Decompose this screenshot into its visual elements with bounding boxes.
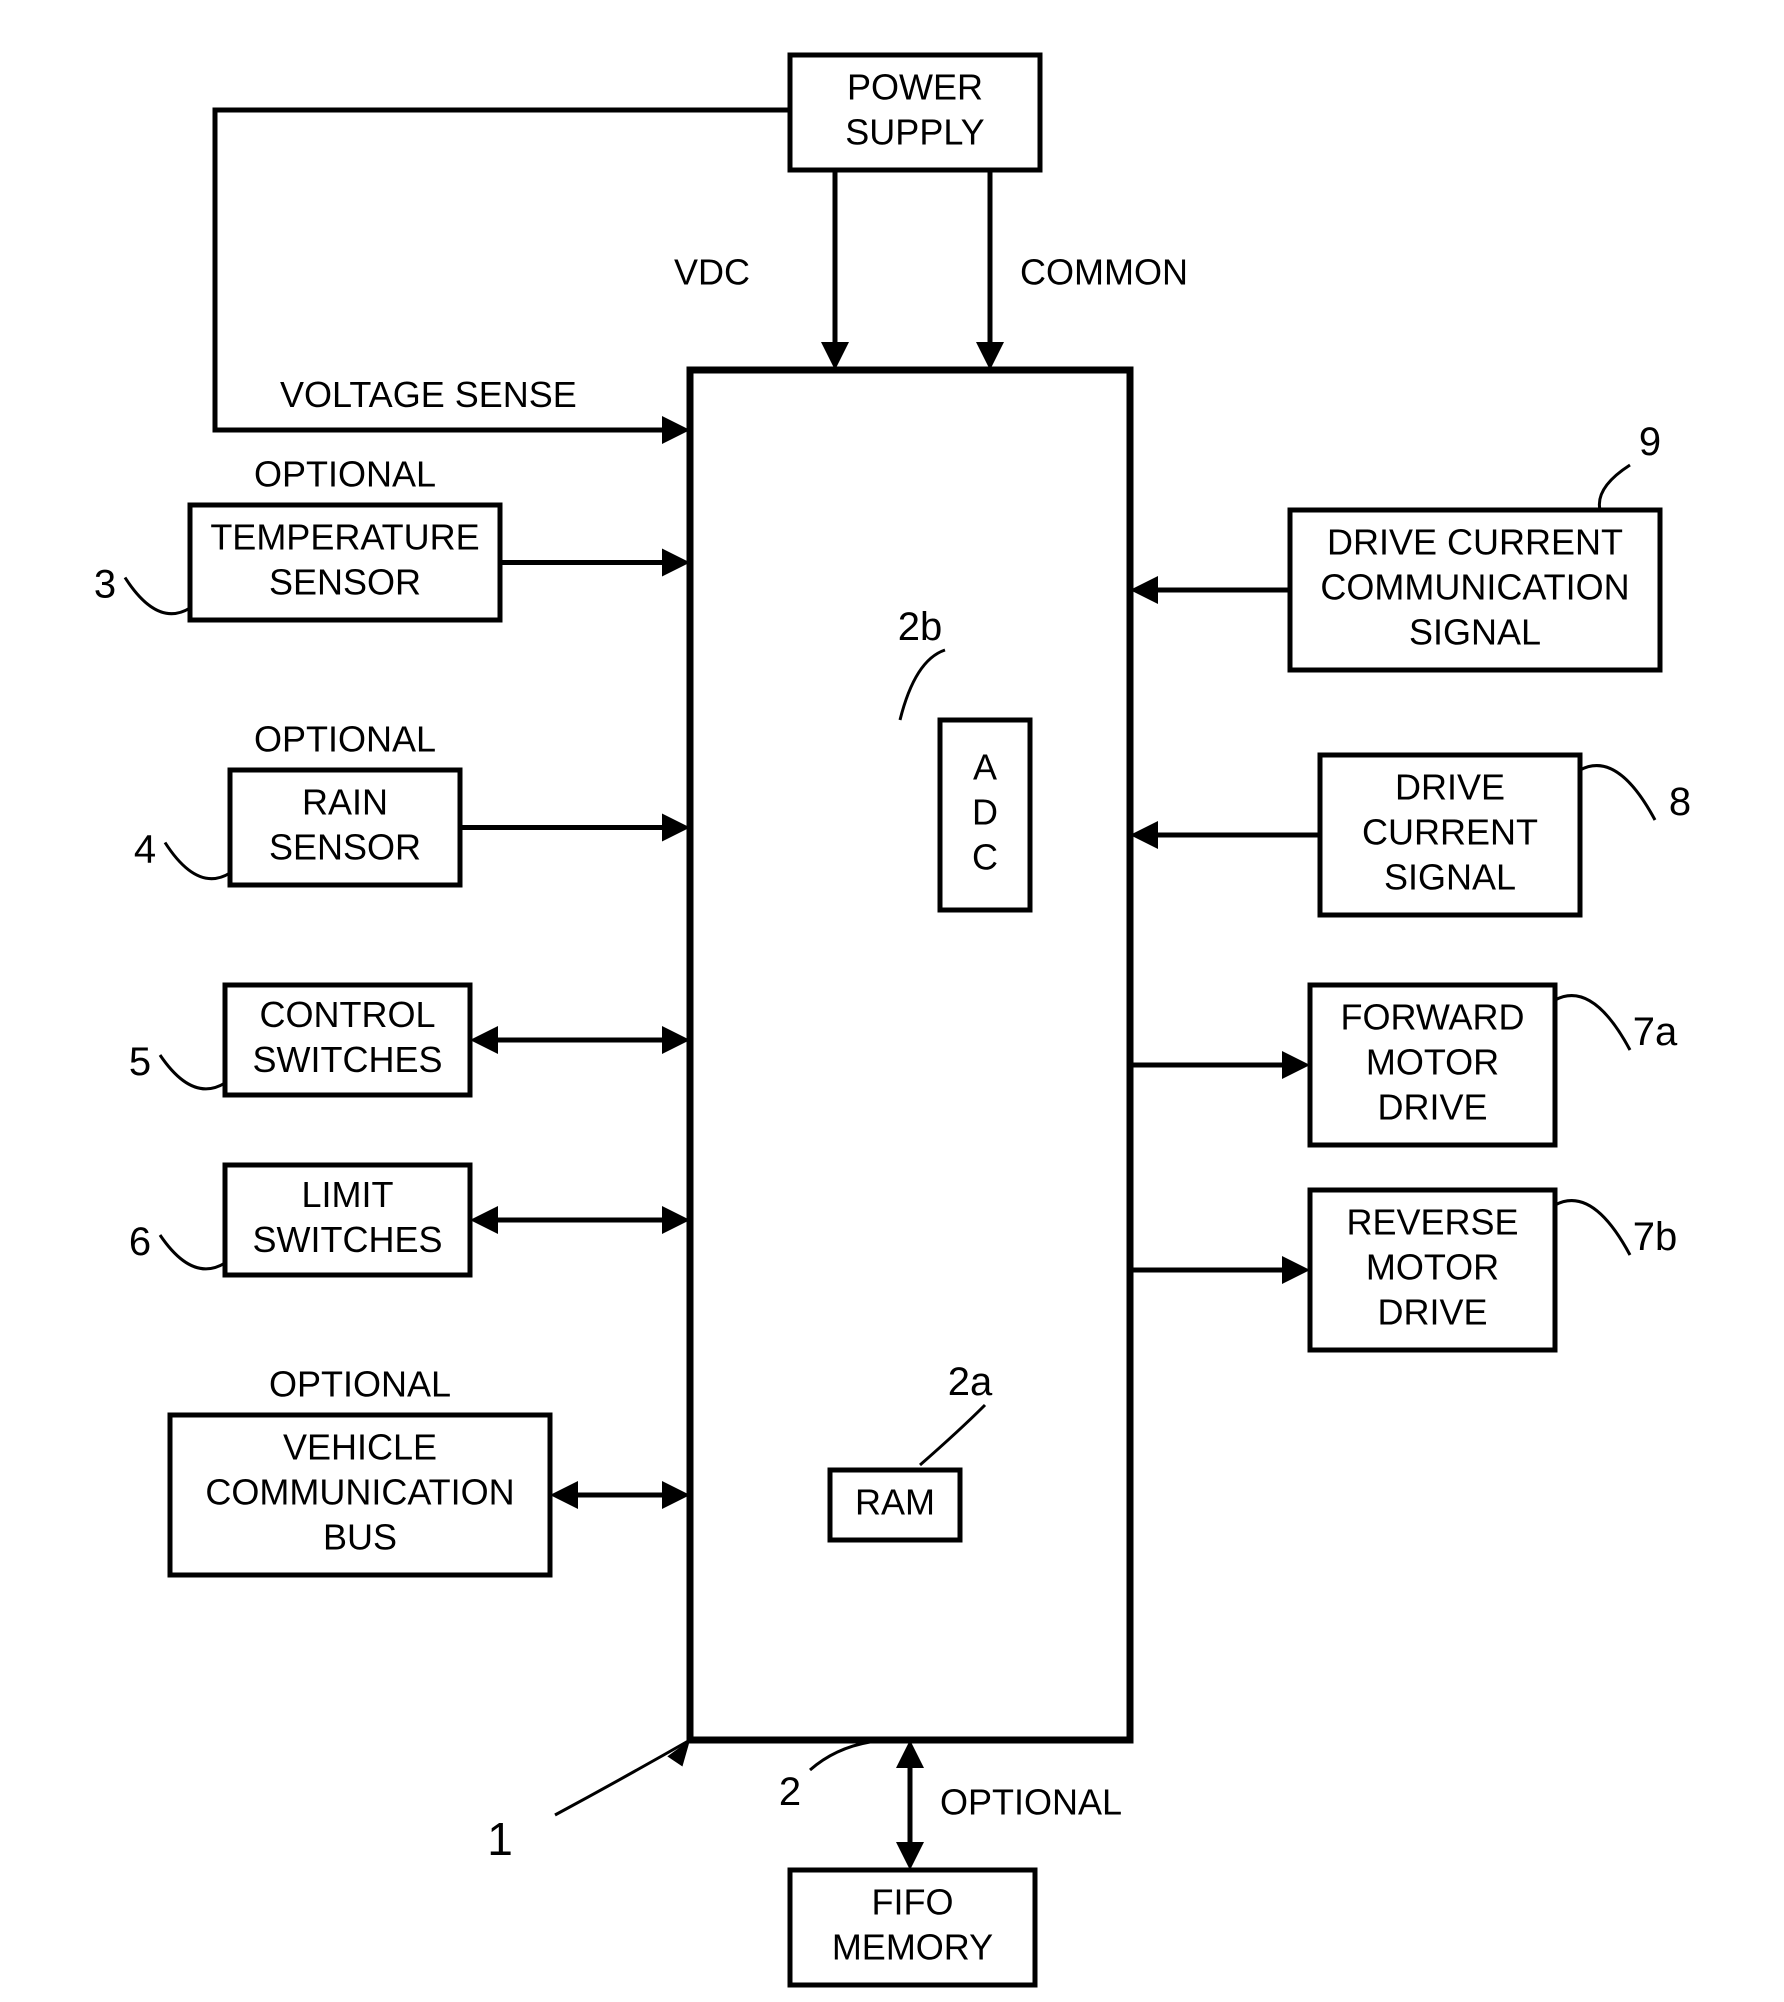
bus-box-label: VEHICLE	[283, 1427, 437, 1468]
adc-block-label: A	[973, 747, 997, 788]
ref-2: 2	[779, 1770, 801, 1814]
dcs-box-label: DRIVE	[1395, 767, 1505, 808]
ram-ref: 2a	[948, 1360, 993, 1404]
rain-optional-label: OPTIONAL	[254, 719, 436, 760]
fwd-ref: 7a	[1633, 1010, 1678, 1054]
rain-box-label: SENSOR	[269, 827, 421, 868]
adc-ref: 2b	[898, 605, 943, 649]
dcs-box-label: CURRENT	[1362, 812, 1538, 853]
temp-box-label: TEMPERATURE	[210, 517, 479, 558]
dcc-box-label: DRIVE CURRENT	[1327, 522, 1623, 563]
common-label: COMMON	[1020, 252, 1188, 293]
rev-box-label: DRIVE	[1377, 1292, 1487, 1333]
dcc-box-label: SIGNAL	[1409, 612, 1541, 653]
fwd-box-label: MOTOR	[1366, 1042, 1499, 1083]
temp-box-label: SENSOR	[269, 562, 421, 603]
temp-ref: 3	[94, 563, 116, 607]
limit-box-label: SWITCHES	[252, 1219, 442, 1260]
fwd-box-label: FORWARD	[1341, 997, 1525, 1038]
dcs-ref: 8	[1669, 780, 1691, 824]
dcs-box-label: SIGNAL	[1384, 857, 1516, 898]
power-box-label: POWER	[847, 67, 983, 108]
dcc-ref: 9	[1639, 420, 1661, 464]
limit-ref: 6	[129, 1220, 151, 1264]
bus-optional-label: OPTIONAL	[269, 1364, 451, 1405]
block-diagram: ADC2bRAM2aPOWERSUPPLYTEMPERATURESENSOROP…	[0, 0, 1784, 2002]
bus-box-label: COMMUNICATION	[205, 1472, 514, 1513]
limit-box-label: LIMIT	[301, 1174, 393, 1215]
ref-1: 1	[487, 1813, 513, 1865]
rev-box-label: REVERSE	[1346, 1202, 1518, 1243]
adc-block-label: C	[972, 837, 998, 878]
ctrl-box-label: CONTROL	[259, 994, 435, 1035]
fifo-box-label: FIFO	[872, 1882, 954, 1923]
power-box-label: SUPPLY	[845, 112, 984, 153]
rain-box-label: RAIN	[302, 782, 388, 823]
fwd-box-label: DRIVE	[1377, 1087, 1487, 1128]
bus-box-label: BUS	[323, 1517, 397, 1558]
fifo-optional-label: OPTIONAL	[940, 1782, 1122, 1823]
rain-ref: 4	[134, 828, 156, 872]
dcc-box-label: COMMUNICATION	[1320, 567, 1629, 608]
ctrl-ref: 5	[129, 1040, 151, 1084]
adc-block-label: D	[972, 792, 998, 833]
ctrl-box-label: SWITCHES	[252, 1039, 442, 1080]
vdc-label: VDC	[674, 252, 750, 293]
ram-block-label: RAM	[855, 1482, 935, 1523]
rev-ref: 7b	[1633, 1215, 1678, 1259]
voltage-sense-label: VOLTAGE SENSE	[280, 374, 577, 415]
rev-box-label: MOTOR	[1366, 1247, 1499, 1288]
temp-optional-label: OPTIONAL	[254, 454, 436, 495]
fifo-box-label: MEMORY	[832, 1927, 993, 1968]
